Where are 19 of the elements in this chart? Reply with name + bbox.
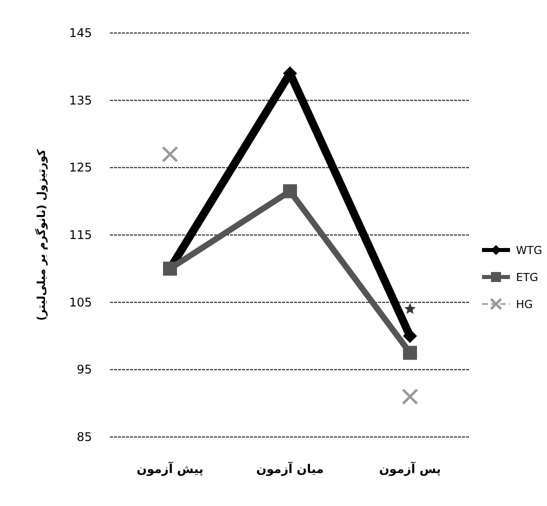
y-tick-label: 115 [69,228,92,242]
point [402,388,418,405]
point [403,346,417,360]
point [162,146,178,162]
y-tick-label: 135 [69,93,92,108]
legend-label: ETG [516,271,538,284]
x-tick-label: پیش آزمون [136,461,204,476]
point [403,329,417,343]
y-tick-label: 145 [69,26,92,40]
y-tick-label: 125 [69,160,92,175]
y-axis-title: کورتیزول (نانوگرم بر میلی‌لیتر) [35,148,48,321]
legend-label: HG [516,298,533,311]
x-tick-label: میان آزمون [256,461,324,476]
legend-label: WTG [516,244,542,257]
y-tick-label: 85 [76,430,92,444]
x-tick-label: پس آزمون [379,461,441,476]
y-tick-label: 95 [76,362,92,377]
y-tick-label: 105 [69,295,92,310]
point [283,184,297,198]
